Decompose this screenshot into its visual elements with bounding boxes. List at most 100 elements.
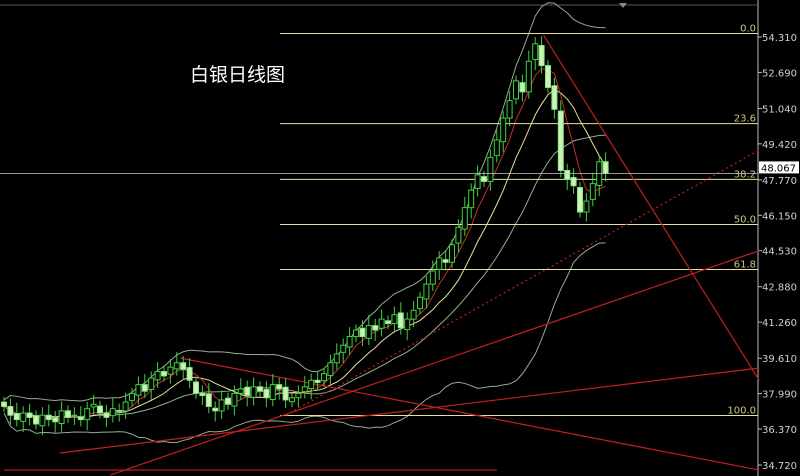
candle [84, 401, 91, 431]
candle-body [148, 377, 155, 390]
candle [122, 392, 129, 419]
candle-body [417, 296, 423, 310]
candle-body [135, 384, 142, 396]
fib-level-label: 23.6 [734, 114, 756, 125]
candle [154, 362, 161, 388]
candle [71, 407, 78, 426]
candle [455, 219, 462, 253]
candle-body [7, 405, 14, 416]
candle [13, 402, 20, 427]
candle-body [225, 397, 231, 405]
candle [65, 405, 71, 423]
candle [410, 300, 417, 328]
candle [423, 276, 430, 309]
candle [404, 312, 411, 341]
candle [257, 381, 263, 397]
y-tick-label: 49.420 [762, 140, 797, 151]
candle-body [39, 414, 46, 427]
candle-body [45, 414, 52, 421]
candle-body [244, 386, 251, 397]
candle-body [199, 392, 206, 397]
candle [161, 366, 167, 382]
candle-body [289, 397, 295, 403]
bollinger-middle-band [3, 134, 606, 418]
candle [20, 406, 27, 433]
candle [474, 165, 481, 197]
candle-body [493, 139, 500, 157]
candle-body [423, 283, 430, 300]
candle-body [410, 309, 417, 320]
candle [545, 60, 551, 93]
candle-body [193, 381, 199, 394]
candle [148, 371, 155, 401]
candle [333, 343, 340, 370]
candle [58, 401, 65, 432]
trendline [179, 357, 760, 471]
candle-body [589, 183, 596, 200]
candle-body [564, 170, 571, 180]
candle-body [308, 379, 315, 390]
candle [289, 392, 295, 408]
candle-body [327, 362, 334, 376]
candle [577, 182, 583, 218]
candle [308, 373, 315, 400]
candle-body [602, 161, 609, 174]
candle-body [276, 384, 283, 390]
candle-body [161, 371, 167, 377]
candle [589, 172, 596, 207]
candle [282, 377, 289, 409]
candle [519, 74, 526, 102]
candle [506, 91, 513, 127]
candle [186, 358, 193, 389]
candle-body [436, 257, 443, 270]
y-tick-label: 39.610 [762, 354, 797, 365]
y-tick-label: 41.260 [762, 318, 797, 329]
candle-body [97, 405, 103, 414]
candle-body [506, 100, 513, 119]
candle [321, 368, 327, 387]
candle [525, 50, 532, 99]
candle-body [461, 207, 468, 230]
candle [244, 380, 251, 407]
candle-body [378, 318, 385, 329]
candle [135, 376, 142, 405]
chart-title: 白银日线图 [190, 64, 286, 86]
y-tick-label: 54.310 [762, 33, 797, 44]
candle-body [122, 401, 129, 412]
candle [33, 410, 39, 430]
candle [90, 394, 97, 416]
candle [397, 302, 404, 335]
candle [385, 315, 391, 329]
candle [26, 403, 33, 426]
candle [340, 338, 347, 364]
fib-level-label: 100.0 [727, 405, 756, 416]
y-tick-label: 37.990 [762, 390, 797, 401]
candle [129, 387, 135, 406]
candle [173, 352, 180, 376]
candle-body [26, 412, 33, 418]
y-tick-label: 51.040 [762, 104, 797, 115]
candle [570, 168, 577, 194]
candle [231, 385, 238, 416]
fib-level-label: 38.2 [734, 169, 756, 180]
candle-body [500, 117, 507, 143]
candle [346, 327, 353, 356]
candle-body [1, 401, 7, 407]
candle-body [557, 110, 564, 172]
bollinger-lower-band [3, 242, 606, 444]
candle [353, 324, 359, 343]
candle [109, 397, 116, 423]
current-price-label: 48.067 [761, 163, 796, 174]
candle [205, 383, 212, 414]
trendline [110, 250, 760, 476]
candle [212, 401, 219, 422]
candle-body [340, 344, 347, 353]
candle [429, 260, 436, 291]
candle-body [372, 325, 379, 331]
candle-body [481, 176, 487, 182]
candle [513, 75, 519, 105]
candle [551, 77, 558, 119]
candle [116, 403, 123, 422]
